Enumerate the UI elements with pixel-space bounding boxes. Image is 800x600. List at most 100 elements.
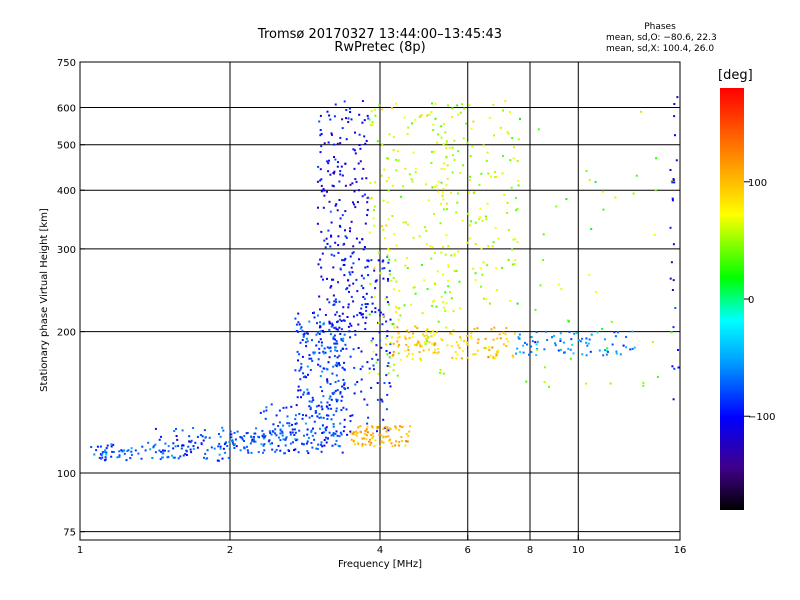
data-point — [544, 330, 547, 333]
data-point — [350, 220, 353, 223]
data-point — [428, 348, 431, 351]
data-point — [376, 140, 379, 143]
data-point — [344, 257, 347, 260]
data-point — [366, 403, 369, 406]
data-point — [123, 452, 126, 455]
data-point — [127, 449, 130, 452]
data-point — [394, 444, 397, 447]
data-point — [387, 303, 390, 306]
data-point — [372, 350, 375, 353]
data-point — [516, 207, 519, 210]
data-point — [297, 385, 300, 388]
data-point — [565, 198, 568, 201]
data-point — [453, 139, 456, 142]
data-point — [265, 409, 268, 412]
data-point — [294, 448, 297, 451]
data-point — [485, 347, 487, 350]
data-point — [278, 436, 280, 439]
data-point — [536, 340, 539, 343]
data-point — [320, 275, 323, 278]
data-point — [360, 274, 363, 277]
data-point — [366, 201, 369, 204]
data-point — [412, 332, 415, 335]
data-point — [386, 201, 389, 204]
data-point — [366, 303, 369, 305]
data-point — [303, 334, 305, 337]
data-point — [602, 190, 605, 193]
data-point — [268, 430, 271, 433]
data-point — [243, 447, 246, 450]
data-point — [327, 141, 330, 144]
data-point — [338, 224, 341, 227]
data-point — [512, 157, 515, 160]
data-point — [350, 438, 353, 441]
data-point — [451, 115, 454, 118]
data-point — [317, 165, 320, 168]
data-point — [424, 342, 427, 345]
data-point — [360, 313, 363, 316]
data-point — [434, 342, 437, 345]
data-point — [344, 210, 347, 213]
data-point — [339, 392, 342, 395]
data-point — [495, 354, 498, 357]
data-point — [335, 430, 338, 433]
data-point — [366, 425, 369, 428]
data-point — [386, 428, 389, 431]
data-point — [446, 208, 448, 211]
data-point — [187, 445, 190, 448]
data-point — [670, 331, 673, 334]
x-tick-label: 2 — [227, 545, 233, 556]
data-point — [308, 400, 311, 403]
chart-subtitle: RwPretec (8p) — [334, 40, 426, 55]
data-point — [431, 102, 433, 105]
data-point — [378, 251, 380, 254]
data-point — [389, 427, 392, 430]
data-point — [364, 443, 367, 446]
data-point — [332, 336, 335, 339]
data-point — [381, 260, 384, 263]
data-point — [507, 258, 510, 261]
data-point — [381, 323, 384, 326]
data-point — [345, 236, 348, 239]
data-point — [445, 302, 448, 305]
data-point — [442, 122, 445, 125]
data-point — [407, 434, 410, 437]
data-point — [535, 354, 538, 357]
data-point — [506, 201, 509, 204]
data-point — [216, 459, 219, 462]
data-point — [328, 320, 331, 323]
data-point — [172, 456, 175, 459]
data-point — [185, 454, 188, 456]
data-point — [331, 444, 334, 447]
data-point — [393, 233, 396, 236]
data-point — [543, 366, 546, 369]
data-point — [385, 408, 388, 411]
data-point — [669, 226, 672, 229]
data-point — [494, 176, 497, 179]
data-point — [336, 356, 339, 359]
data-point — [366, 431, 369, 434]
data-point — [358, 189, 360, 192]
data-point — [361, 121, 364, 124]
data-point — [383, 382, 386, 384]
data-point — [596, 331, 599, 334]
colorbar-tick-label: −100 — [748, 412, 775, 423]
data-point — [185, 449, 188, 452]
data-point — [321, 252, 324, 255]
data-point — [670, 261, 673, 264]
data-point — [154, 451, 157, 454]
data-point — [259, 411, 262, 414]
data-point — [450, 345, 453, 347]
data-point — [320, 450, 323, 453]
data-point — [376, 398, 379, 401]
data-point — [231, 439, 234, 442]
data-point — [530, 351, 533, 353]
data-point — [361, 365, 364, 368]
data-point — [190, 439, 193, 442]
data-point — [247, 451, 250, 454]
data-point — [391, 215, 394, 217]
data-point — [453, 254, 456, 257]
data-point — [461, 219, 464, 222]
data-point — [672, 243, 675, 246]
